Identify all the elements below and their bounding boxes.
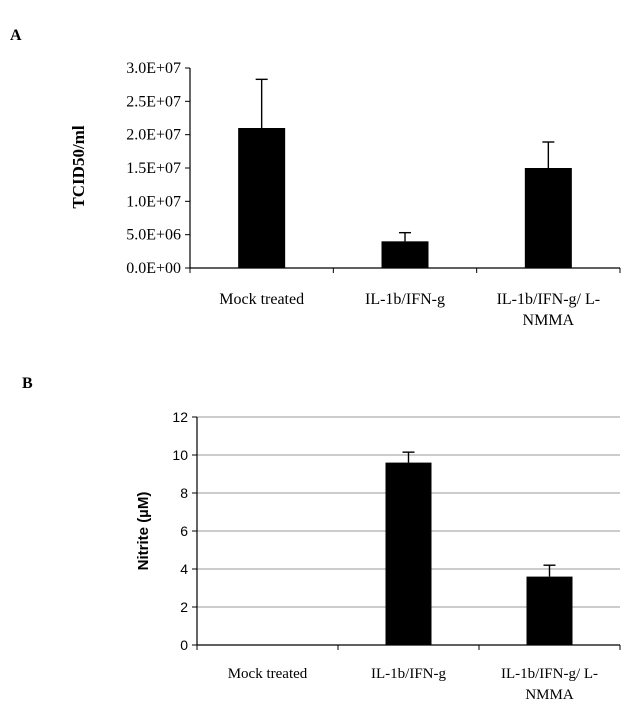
x-category-label: IL-1b/IFN-g <box>371 666 446 682</box>
y-tick-label: 10 <box>172 447 188 463</box>
x-category-label: IL-1b/IFN-g/ L- <box>501 666 598 682</box>
x-category-label: NMMA <box>525 687 574 703</box>
panel-a-plot-area: 0.0E+00 5.0E+06 1.0E+07 1.5E+07 2.0E+07 2.5E+… <box>126 60 621 329</box>
panel-b-plot-area: 0 2 4 6 8 10 12 Mock treated IL-1b/IFN-g IL-1b/IF… <box>172 409 621 703</box>
y-tick-label: 3.0E+07 <box>126 60 181 77</box>
bar <box>524 168 572 268</box>
y-tick-label: 1.5E+07 <box>126 160 181 177</box>
bar <box>526 576 573 645</box>
panel-b: B Nitrite (µM) 0 2 4 6 8 10 12 Mock treated IL-1… <box>22 375 621 703</box>
x-category-label: IL-1b/IFN-g <box>365 291 445 308</box>
x-category-label: Mock treated <box>219 291 304 308</box>
bar <box>385 462 432 645</box>
y-tick-label: 4 <box>180 561 188 577</box>
y-tick-label: 1.0E+07 <box>126 193 181 210</box>
panel-a: A TCID50/ml 0.0E+00 5.0E+06 1.0E+07 1.5E+07… <box>10 27 621 329</box>
y-tick-label: 6 <box>180 523 188 539</box>
y-tick-label: 2.5E+07 <box>126 93 181 110</box>
y-tick-label: 0 <box>180 637 188 653</box>
y-tick-label: 8 <box>180 485 188 501</box>
bar <box>381 241 429 268</box>
x-category-label: IL-1b/IFN-g/ L- <box>497 291 601 308</box>
panel-a-y-axis-title: TCID50/ml <box>69 125 88 208</box>
bar <box>238 128 286 268</box>
panel-b-label: B <box>22 375 33 392</box>
x-category-label: Mock treated <box>228 666 308 682</box>
x-category-label: NMMA <box>523 312 575 329</box>
y-tick-label: 0.0E+00 <box>126 260 181 277</box>
y-tick-label: 5.0E+06 <box>126 227 181 244</box>
y-tick-label: 12 <box>172 409 188 425</box>
y-tick-label: 2.0E+07 <box>126 127 181 144</box>
y-tick-label: 2 <box>180 599 188 615</box>
panel-a-label: A <box>10 27 22 44</box>
panel-b-y-axis-title: Nitrite (µM) <box>135 492 152 571</box>
